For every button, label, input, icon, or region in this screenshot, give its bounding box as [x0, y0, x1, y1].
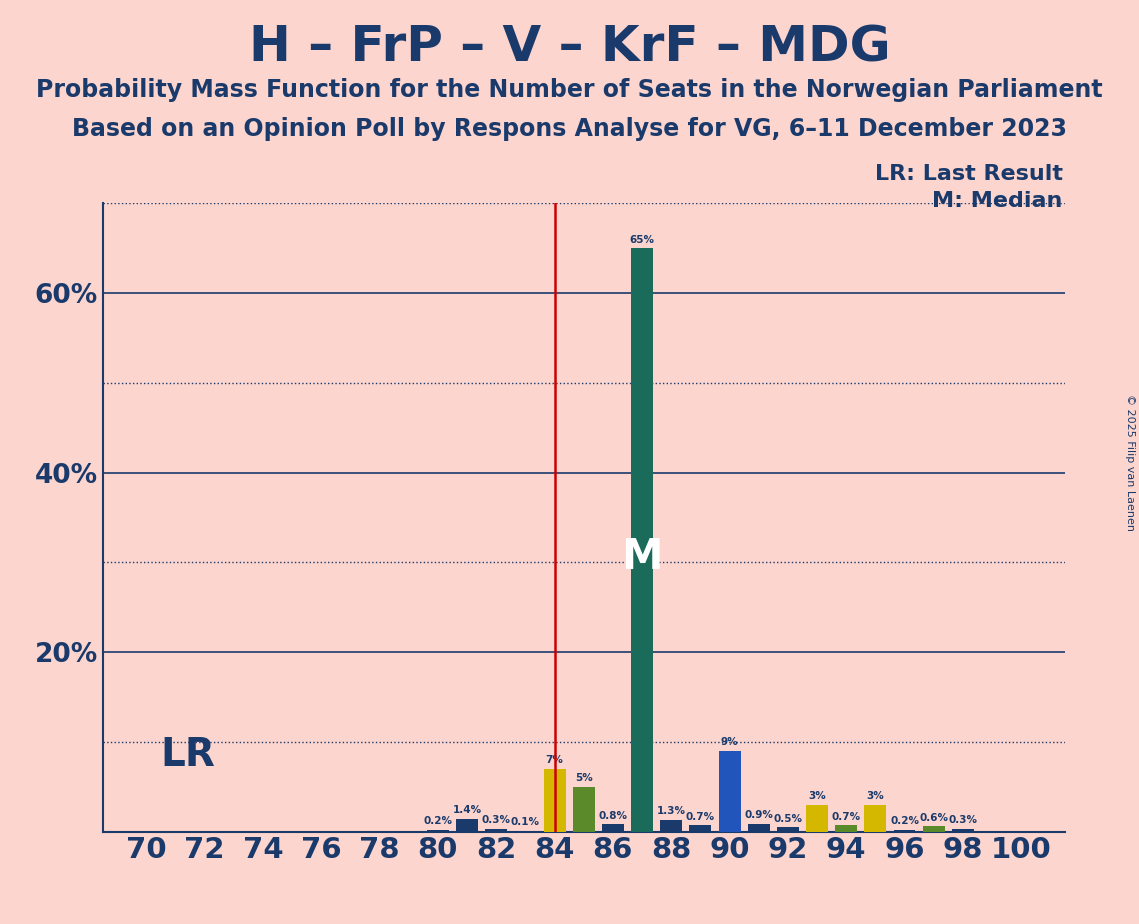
Bar	[456, 819, 478, 832]
Bar	[631, 249, 653, 832]
Bar	[661, 820, 682, 832]
Text: 0.7%: 0.7%	[831, 811, 861, 821]
Bar	[865, 805, 886, 832]
Text: 3%: 3%	[867, 791, 884, 801]
Bar	[748, 823, 770, 832]
Text: 3%: 3%	[809, 791, 826, 801]
Bar	[806, 805, 828, 832]
Text: © 2025 Filip van Laenen: © 2025 Filip van Laenen	[1125, 394, 1134, 530]
Text: Probability Mass Function for the Number of Seats in the Norwegian Parliament: Probability Mass Function for the Number…	[36, 78, 1103, 102]
Text: LR: Last Result: LR: Last Result	[875, 164, 1063, 184]
Text: 65%: 65%	[630, 235, 655, 245]
Bar	[952, 829, 974, 832]
Bar	[894, 830, 916, 832]
Bar	[719, 751, 740, 832]
Text: 0.7%: 0.7%	[686, 811, 715, 821]
Bar	[603, 824, 624, 832]
Text: H – FrP – V – KrF – MDG: H – FrP – V – KrF – MDG	[248, 23, 891, 71]
Text: 0.3%: 0.3%	[482, 815, 510, 825]
Bar	[835, 825, 858, 832]
Text: 7%: 7%	[546, 755, 564, 765]
Text: 1.4%: 1.4%	[452, 806, 482, 816]
Bar	[573, 786, 595, 832]
Text: 1.3%: 1.3%	[657, 807, 686, 816]
Text: 0.8%: 0.8%	[598, 811, 628, 821]
Text: 0.6%: 0.6%	[919, 812, 949, 822]
Bar	[923, 826, 944, 832]
Bar	[777, 827, 798, 832]
Text: 0.3%: 0.3%	[949, 815, 977, 825]
Text: 0.1%: 0.1%	[511, 817, 540, 827]
Text: 0.9%: 0.9%	[744, 810, 773, 820]
Text: 0.5%: 0.5%	[773, 813, 802, 823]
Text: M: Median: M: Median	[933, 191, 1063, 212]
Text: LR: LR	[161, 736, 215, 774]
Bar	[543, 769, 565, 832]
Text: 0.2%: 0.2%	[890, 816, 919, 826]
Bar	[485, 829, 507, 832]
Bar	[427, 830, 449, 832]
Text: 0.2%: 0.2%	[424, 816, 452, 826]
Text: 9%: 9%	[721, 737, 738, 748]
Bar	[689, 825, 712, 832]
Text: 5%: 5%	[575, 773, 592, 784]
Text: M: M	[621, 537, 663, 578]
Text: Based on an Opinion Poll by Respons Analyse for VG, 6–11 December 2023: Based on an Opinion Poll by Respons Anal…	[72, 117, 1067, 141]
